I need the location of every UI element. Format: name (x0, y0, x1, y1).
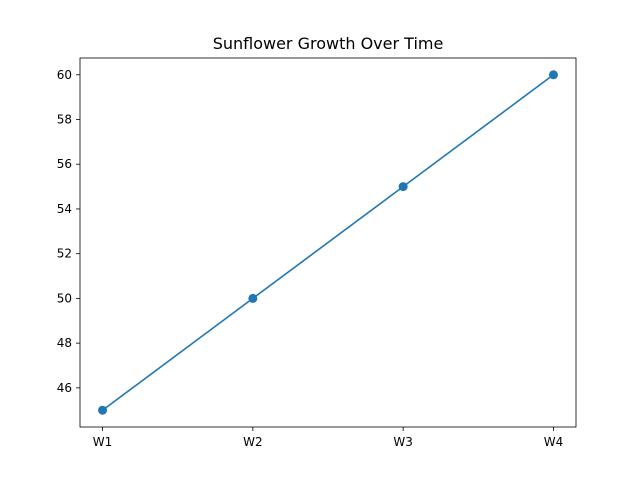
plot-area (98, 70, 558, 415)
y-tick-label: 48 (57, 336, 72, 350)
data-point (548, 70, 558, 80)
series-line (102, 74, 554, 411)
y-tick-label: 50 (57, 291, 72, 305)
y-tick-label: 60 (57, 68, 72, 82)
x-tick-label: W4 (544, 435, 564, 449)
data-point (248, 293, 258, 303)
y-tick-label: 56 (57, 157, 72, 171)
axes: W1 W2 W3 W4 46 48 50 52 54 56 58 60 (57, 57, 577, 449)
x-tick-label: W1 (93, 435, 113, 449)
y-tick-label: 52 (57, 247, 72, 261)
chart-title: Sunflower Growth Over Time (213, 34, 444, 53)
y-tick-label: 58 (57, 113, 72, 127)
plot-frame (79, 57, 577, 428)
data-point (98, 405, 108, 415)
y-tick-label: 54 (57, 202, 72, 216)
x-tick-label: W2 (243, 435, 263, 449)
y-tick-label: 46 (57, 381, 72, 395)
data-point (398, 182, 408, 192)
x-tick-label: W3 (393, 435, 413, 449)
